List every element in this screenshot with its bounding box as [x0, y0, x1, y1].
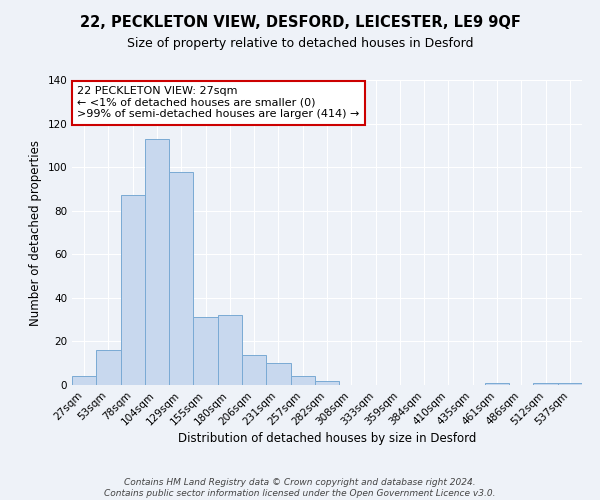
Bar	[169, 172, 193, 385]
Text: Size of property relative to detached houses in Desford: Size of property relative to detached ho…	[127, 38, 473, 51]
Bar	[145, 139, 169, 385]
Y-axis label: Number of detached properties: Number of detached properties	[29, 140, 42, 326]
Text: 22, PECKLETON VIEW, DESFORD, LEICESTER, LE9 9QF: 22, PECKLETON VIEW, DESFORD, LEICESTER, …	[80, 15, 520, 30]
Bar	[121, 196, 145, 385]
Bar	[533, 383, 558, 385]
Bar	[485, 383, 509, 385]
Bar	[315, 380, 339, 385]
Bar	[218, 316, 242, 385]
Text: Contains HM Land Registry data © Crown copyright and database right 2024.
Contai: Contains HM Land Registry data © Crown c…	[104, 478, 496, 498]
Bar	[558, 383, 582, 385]
X-axis label: Distribution of detached houses by size in Desford: Distribution of detached houses by size …	[178, 432, 476, 446]
Text: 22 PECKLETON VIEW: 27sqm
← <1% of detached houses are smaller (0)
>99% of semi-d: 22 PECKLETON VIEW: 27sqm ← <1% of detach…	[77, 86, 359, 120]
Bar	[242, 354, 266, 385]
Bar	[193, 318, 218, 385]
Bar	[290, 376, 315, 385]
Bar	[266, 363, 290, 385]
Bar	[72, 376, 96, 385]
Bar	[96, 350, 121, 385]
